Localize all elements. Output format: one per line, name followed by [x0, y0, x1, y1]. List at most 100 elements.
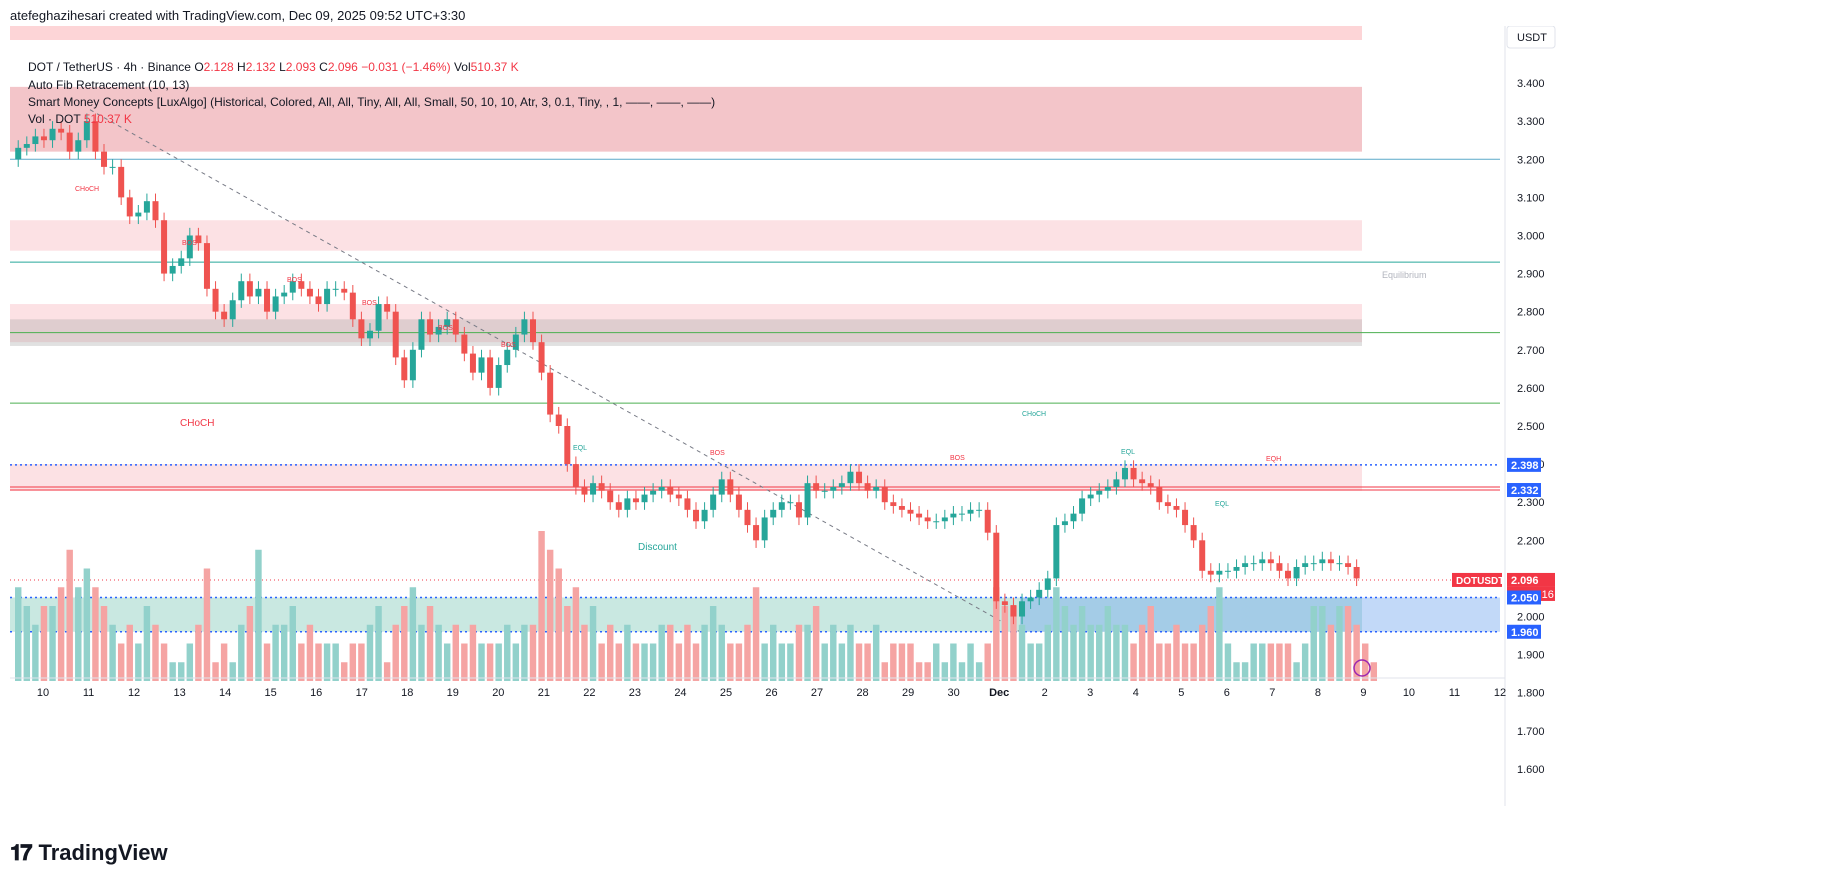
volume-bar [23, 606, 31, 681]
candle-body [838, 483, 845, 487]
volume-bar [1319, 606, 1326, 681]
volume-bar [1130, 643, 1137, 681]
price-tick-label: 3.200 [1517, 154, 1545, 166]
candle-body [161, 220, 168, 274]
volume-bar [1353, 624, 1360, 681]
label-eql: EQL [573, 445, 587, 452]
volume-bar [564, 606, 571, 681]
candle-body [984, 509, 991, 533]
candle-body [384, 304, 391, 312]
price-tick-label: 2.700 [1517, 345, 1545, 357]
candle-body [632, 498, 639, 503]
candle-body [881, 486, 888, 503]
candle-body [298, 281, 305, 289]
legend-volume-indicator[interactable]: Vol · DOT 510.37 K [28, 112, 132, 126]
volume-bar [57, 587, 65, 681]
volume-bar [941, 662, 949, 681]
date-tick-label: 14 [219, 687, 231, 699]
volume-bar [32, 624, 39, 681]
date-tick-label: 28 [856, 687, 868, 699]
volume-bar [401, 606, 408, 681]
candle-body [135, 212, 142, 217]
volume-bar [349, 643, 357, 681]
label-eqh: EQH [1266, 456, 1281, 463]
volume-bar [898, 643, 906, 681]
label-bos: BOS [501, 342, 516, 349]
volume-bar [178, 662, 185, 681]
candle-body [255, 288, 262, 297]
volume-bar [778, 643, 786, 681]
candle-body [898, 506, 905, 510]
volume-bar [461, 643, 468, 681]
candle-body [581, 486, 588, 495]
candle-body [1001, 601, 1008, 606]
candle-body [1182, 509, 1189, 526]
candle-body [15, 147, 22, 160]
legend-vol-ind-label: Vol · DOT [28, 112, 81, 126]
candle-body [92, 121, 99, 152]
volume-bar [126, 624, 133, 681]
legend-low: 2.093 [285, 60, 316, 74]
volume-bar [66, 549, 73, 681]
volume-bar [821, 643, 828, 681]
candle-body [830, 486, 837, 491]
candle-body [615, 502, 622, 510]
candle-body [547, 372, 554, 415]
legend-fib-indicator[interactable]: Auto Fib Retracement (10, 13) [28, 78, 190, 92]
candle-body [512, 334, 519, 350]
candle-body [1104, 486, 1111, 491]
candle-body [667, 486, 674, 495]
candle-body [332, 288, 339, 290]
candle-body [444, 319, 451, 327]
volume-bar [709, 606, 717, 681]
date-tick-label: 8 [1315, 687, 1321, 699]
price-tick-label: 2.500 [1517, 421, 1545, 433]
date-tick-label: 13 [173, 687, 185, 699]
candle-body [847, 471, 854, 484]
volume-bar [512, 643, 520, 681]
volume-bar [1233, 662, 1240, 681]
chart-area[interactable]: CHoCH CHoCH CHoCH BOS BOS BOS BOS BOS BOS BOS EQL E… [10, 26, 1830, 826]
legend-symbol[interactable]: DOT / TetherUS · 4h · Binance [28, 60, 191, 74]
legend-smc-indicator[interactable]: Smart Money Concepts [LuxAlgo] (Historic… [28, 95, 716, 109]
volume-bar [229, 662, 236, 681]
legend-open: 2.128 [203, 60, 234, 74]
candle-body [487, 357, 494, 388]
date-tick-label: 15 [265, 687, 277, 699]
volume-bar [589, 606, 597, 681]
date-tick-label: 24 [674, 687, 686, 699]
volume-bar [933, 643, 940, 681]
volume-bar [426, 606, 434, 681]
volume-bar [1344, 606, 1352, 681]
legend-close-label: C [319, 60, 328, 74]
volume-bar [1224, 643, 1232, 681]
tradingview-logo[interactable]: 𝟏𝟕 TradingView [10, 840, 168, 866]
candle-body [1087, 494, 1094, 499]
candle-body [469, 353, 476, 373]
candle-body [804, 483, 811, 518]
candle-body [1250, 563, 1257, 565]
label-choch-mid: CHoCH [180, 418, 214, 429]
volume-bar [323, 643, 331, 681]
candle-body [778, 502, 785, 510]
volume-bar [306, 624, 314, 681]
volume-bar [375, 606, 382, 681]
candle-body [1267, 559, 1274, 564]
volume-bar [864, 643, 871, 681]
candle-body [143, 201, 150, 213]
candle-body [341, 288, 348, 293]
volume-bar [812, 606, 820, 681]
volume-bar [1156, 643, 1163, 681]
candle-body [195, 235, 202, 244]
candle-body [109, 166, 116, 168]
volume-bar [135, 643, 142, 681]
tradingview-brand: TradingView [38, 840, 168, 865]
volume-bar [727, 643, 734, 681]
candle-body [1207, 570, 1214, 575]
author-line: atefeghazihesari created with TradingVie… [10, 8, 466, 23]
candle-body [1113, 479, 1120, 487]
price-chart: CHoCH CHoCH CHoCH BOS BOS BOS BOS BOS BOS BOS EQL E… [10, 26, 1556, 806]
date-tick-label: 23 [629, 687, 641, 699]
volume-bar [555, 568, 562, 681]
date-tick-label: 12 [128, 687, 140, 699]
